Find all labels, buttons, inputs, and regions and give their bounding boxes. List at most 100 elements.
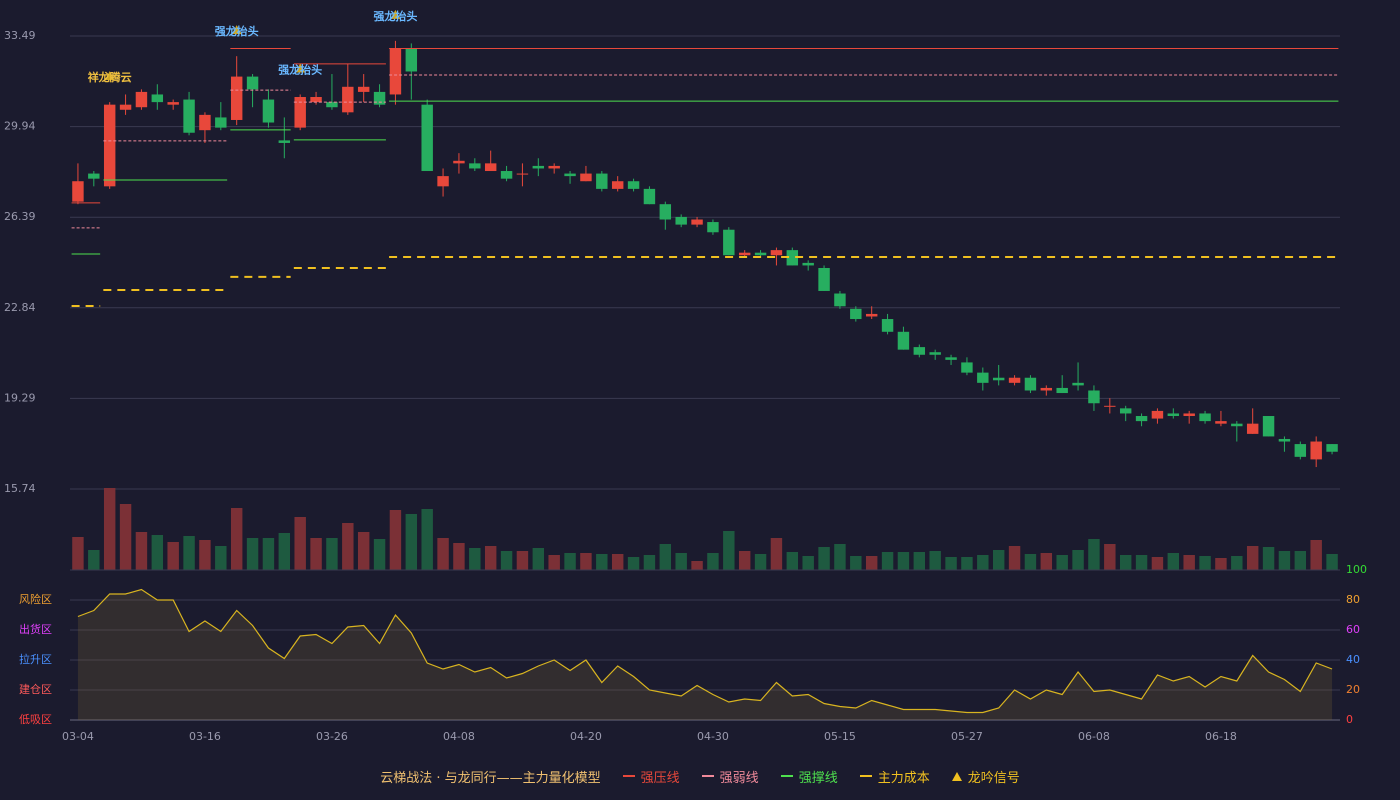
candle-body: [500, 171, 513, 179]
candle-body: [469, 163, 481, 169]
volume-bar: [294, 517, 306, 570]
volume-bar: [437, 538, 449, 570]
zone-label: 建仓区: [19, 682, 52, 696]
volume-bar: [1040, 553, 1053, 570]
candle-body: [516, 173, 529, 175]
zone-label: 低吸区: [19, 713, 52, 726]
legend-swatch: [951, 771, 962, 781]
candle-body: [246, 76, 259, 90]
candle-body: [183, 99, 195, 133]
volume-bar: [929, 551, 941, 570]
signal-marker: [295, 63, 306, 73]
volume-bar: [754, 554, 767, 570]
volume-bar: [802, 556, 814, 570]
x-tick-label: 03-16: [189, 730, 221, 743]
x-tick-label: 03-04: [62, 730, 94, 743]
candle-body: [786, 250, 799, 266]
x-tick-label: 05-15: [824, 730, 856, 743]
candle-body: [691, 219, 703, 225]
volume-bar: [72, 537, 84, 570]
zone-label: 风险区: [19, 592, 52, 606]
candle-body: [1215, 421, 1227, 424]
volume-bar: [135, 532, 148, 570]
volume-bar: [1008, 546, 1021, 570]
signal-label: 强龙抬头: [215, 24, 259, 38]
legend-item: 强撑线: [780, 767, 838, 786]
candle-body: [1294, 444, 1307, 457]
zone-label: 出货区: [19, 622, 52, 636]
volume-bar: [627, 557, 640, 570]
candle-body: [103, 104, 116, 187]
volume-bar: [1262, 547, 1275, 570]
candle-body: [1199, 413, 1211, 422]
indicator-line: [77, 588, 1333, 714]
legend-title: 云梯战法 · 与龙同行——主力量化模型: [380, 770, 601, 786]
volume-bar: [1104, 544, 1116, 570]
volume-bar: [230, 508, 243, 570]
volume-bar: [183, 536, 195, 570]
candle-body: [1072, 382, 1084, 386]
legend-swatch: [859, 775, 872, 777]
y2-tick-label: 80: [1346, 593, 1360, 606]
y-tick-label: 33.49: [4, 29, 36, 42]
volume-bar: [1231, 556, 1243, 570]
candle-body: [611, 181, 624, 189]
candle-body: [723, 229, 735, 256]
legend-item: 强压线: [622, 767, 680, 786]
y-tick-label: 26.39: [4, 210, 36, 223]
candle-body: [1024, 377, 1037, 391]
candle-body: [1262, 416, 1275, 437]
candle-body: [532, 165, 545, 169]
candle-body: [310, 97, 322, 103]
volume-bar: [342, 523, 354, 570]
legend-item: 龙吟信号: [951, 767, 1020, 786]
volume-bar: [564, 553, 576, 570]
candle-body: [1135, 416, 1148, 422]
volume-bar: [580, 553, 592, 570]
candle-body: [278, 140, 291, 143]
candle-body: [881, 319, 894, 332]
candle-body: [357, 86, 370, 92]
candle-body: [1183, 413, 1195, 417]
volume-bar: [1024, 554, 1037, 570]
candle-body: [1008, 377, 1021, 383]
chart: 15.7419.2922.8426.3929.9433.49祥龙腾云强龙抬头强龙…: [4, 9, 1367, 743]
candle-body: [151, 94, 164, 103]
volume-bar: [1119, 555, 1132, 570]
volume-bar: [532, 548, 545, 570]
x-tick-label: 04-08: [443, 730, 475, 743]
volume-bar: [611, 554, 624, 570]
legend-label: 强压线: [640, 770, 680, 786]
candle-body: [262, 99, 275, 123]
volume-bar: [1183, 555, 1195, 570]
volume-bar: [643, 555, 656, 570]
volume-bar: [850, 556, 862, 570]
volume-bar: [1310, 540, 1322, 570]
candle-body: [548, 165, 560, 169]
volume-bar: [786, 552, 799, 570]
x-tick-label: 05-27: [951, 730, 983, 743]
y2-tick-label: 20: [1346, 683, 1360, 696]
legend-label: 强撑线: [798, 770, 838, 786]
legend-item: 主力成本: [859, 767, 930, 786]
candle-body: [72, 181, 84, 202]
candle-body: [1056, 387, 1068, 394]
signal-label: 强龙抬头: [278, 62, 322, 76]
candle-body: [88, 173, 100, 179]
y2-tick-label: 40: [1346, 653, 1360, 666]
candle-body: [643, 188, 656, 205]
candle-body: [1040, 387, 1053, 391]
x-tick-label: 04-20: [570, 730, 602, 743]
legend-swatch: [780, 775, 793, 777]
candle-body: [389, 48, 402, 95]
candle-body: [1088, 390, 1100, 404]
legend-item: 强弱线: [701, 767, 759, 786]
volume-bar: [1278, 551, 1291, 570]
candle-body: [738, 252, 751, 256]
candle-body: [437, 176, 449, 187]
x-tick-label: 03-26: [316, 730, 348, 743]
volume-bar: [945, 557, 957, 570]
volume-bar: [1135, 555, 1148, 570]
volume-bar: [326, 538, 338, 570]
volume-bar: [469, 548, 481, 570]
